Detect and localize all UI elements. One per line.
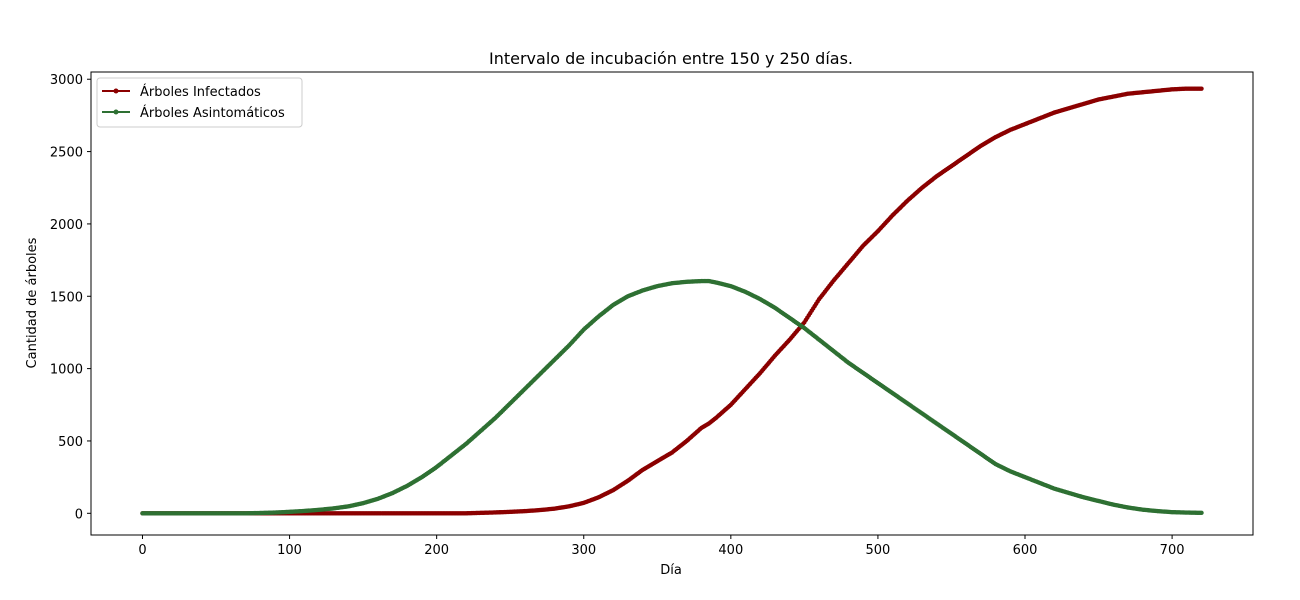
y-tick-label: 1500 [50,290,83,305]
legend-marker [113,88,119,94]
series-infectados [140,86,1204,516]
x-tick-label: 600 [1013,543,1038,558]
y-axis-label: Cantidad de árboles [25,237,40,368]
x-axis-label: Día [660,563,682,578]
legend-marker [113,109,119,115]
series-layer [140,86,1204,516]
x-tick-label: 200 [424,543,449,558]
y-tick-label: 0 [75,507,83,522]
y-tick-label: 1000 [50,363,83,378]
x-tick-label: 300 [571,543,596,558]
y-tick-label: 500 [58,435,83,450]
legend-label: Árboles Infectados [140,84,261,100]
x-tick-label: 700 [1160,543,1185,558]
x-tick-label: 100 [277,543,302,558]
x-axis: 0 100 200 300 400 500 600 700 [138,535,1185,558]
y-tick-label: 2000 [50,218,83,233]
y-axis: 0 500 1000 1500 2000 2500 3000 [50,73,91,522]
series-line [142,87,1202,515]
x-tick-label: 400 [718,543,743,558]
legend: Árboles Infectados Árboles Asintomáticos [96,77,303,128]
y-tick-label: 3000 [50,73,83,88]
legend-label: Árboles Asintomáticos [140,105,285,121]
plot-area [90,71,1254,536]
y-tick-label: 2500 [50,146,83,161]
legend-box [96,77,303,128]
x-tick-label: 500 [866,543,891,558]
x-tick-label: 0 [138,543,146,558]
chart-title: Intervalo de incubación entre 150 y 250 … [489,49,853,68]
series-line [142,280,1202,515]
series-asintomaticos [140,278,1204,516]
data-point [1199,86,1204,91]
data-point [1199,510,1204,516]
